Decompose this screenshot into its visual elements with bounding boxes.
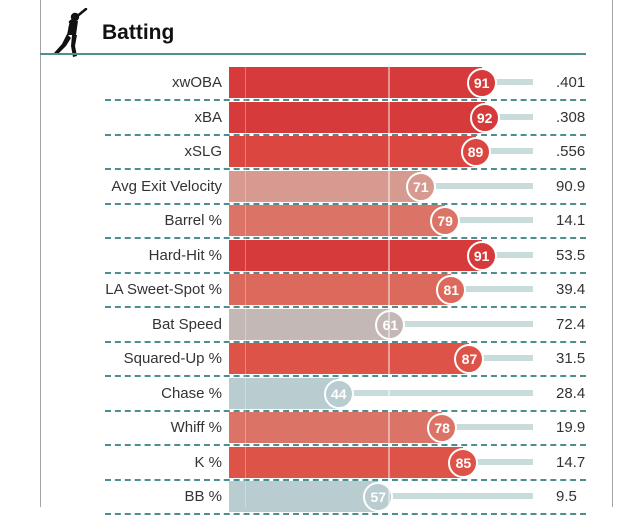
stat-row[interactable]: xwOBA 91 .401 — [0, 67, 624, 101]
percentile-bar — [229, 308, 391, 340]
batter-icon — [54, 8, 88, 57]
stat-row[interactable]: LA Sweet-Spot % 81 39.4 — [0, 274, 624, 308]
percentile-bar — [229, 446, 464, 478]
percentile-track — [378, 493, 533, 499]
right-border — [612, 0, 613, 507]
stat-label: Bat Speed — [151, 315, 222, 333]
stat-label: Chase % — [161, 384, 222, 402]
row-divider — [105, 168, 586, 170]
percentile-bar — [229, 481, 379, 512]
percentile-track — [481, 251, 533, 258]
stat-value: 19.9 — [556, 419, 586, 436]
row-divider — [105, 99, 586, 101]
percentile-bar — [229, 205, 446, 236]
row-divider — [105, 202, 586, 205]
stat-row[interactable]: Barrel % 79 14.1 — [0, 205, 624, 239]
grid-line-mid — [388, 67, 390, 507]
percentile-badge: 79 — [430, 206, 461, 236]
row-divider — [105, 409, 586, 412]
percentile-bar — [229, 343, 470, 374]
stat-label: Whiff % — [170, 419, 222, 436]
percentile-badge: 81 — [436, 275, 467, 305]
percentile-badge: 91 — [466, 68, 497, 98]
header-rule — [40, 53, 586, 55]
row-divider — [105, 271, 586, 274]
stat-value: 28.4 — [556, 384, 586, 402]
stat-row[interactable]: Chase % 44 28.4 — [0, 377, 624, 412]
percentile-track — [338, 389, 533, 396]
percentile-track — [481, 79, 533, 85]
percentile-bar — [229, 101, 485, 133]
stat-label: xBA — [194, 108, 222, 126]
stat-label: K % — [194, 453, 222, 471]
percentile-badge: 71 — [405, 171, 436, 202]
stat-value: .308 — [556, 108, 586, 126]
percentile-badge: 61 — [375, 309, 406, 340]
stat-label: xwOBA — [171, 74, 222, 91]
stat-value: 14.1 — [556, 212, 586, 229]
percentile-bar — [229, 67, 482, 98]
stat-row[interactable]: Whiff % 78 19.9 — [0, 412, 624, 446]
percentile-track — [463, 458, 533, 465]
section-title: Batting — [102, 21, 175, 44]
stat-label: Avg Exit Velocity — [111, 177, 222, 195]
percentile-bar — [229, 136, 476, 167]
percentile-badge: 89 — [460, 137, 491, 167]
section-header: Batting — [40, 0, 586, 60]
stat-label: Hard-Hit % — [148, 246, 222, 264]
percentile-track — [484, 113, 533, 120]
percentile-bar — [229, 274, 452, 305]
stat-value: 9.5 — [556, 488, 577, 505]
grid-line-low — [245, 67, 246, 507]
percentile-bar — [229, 377, 339, 409]
percentile-badge: 44 — [323, 378, 354, 409]
percentile-track — [442, 424, 533, 430]
stat-value: 39.4 — [556, 281, 586, 298]
stat-label: xSLG — [184, 143, 222, 160]
stat-value: 90.9 — [556, 177, 586, 195]
percentile-bar — [229, 239, 482, 271]
stat-value: .556 — [556, 143, 586, 160]
stat-label: LA Sweet-Spot % — [105, 281, 222, 298]
percentile-bar — [229, 170, 421, 202]
percentile-bar — [229, 412, 443, 443]
stat-row[interactable]: Hard-Hit % 91 53.5 — [0, 239, 624, 274]
stat-value: 53.5 — [556, 246, 586, 264]
percentile-track — [390, 320, 533, 327]
stat-row[interactable]: Avg Exit Velocity 71 90.9 — [0, 170, 624, 205]
percentile-badge: 92 — [469, 102, 500, 133]
stat-value: 14.7 — [556, 453, 586, 471]
row-divider — [105, 340, 586, 343]
left-border — [40, 0, 41, 507]
stat-row[interactable]: xBA 92 .308 — [0, 101, 624, 136]
percentile-badge: 87 — [454, 344, 485, 374]
row-divider — [105, 306, 586, 308]
stat-row[interactable]: Squared-Up % 87 31.5 — [0, 343, 624, 377]
row-divider — [105, 375, 586, 377]
stat-value: 31.5 — [556, 350, 586, 367]
row-divider — [105, 133, 586, 136]
percentile-badge: 91 — [466, 240, 497, 271]
percentile-track — [475, 148, 533, 154]
stat-row[interactable]: Bat Speed 61 72.4 — [0, 308, 624, 343]
percentile-badge: 85 — [448, 447, 479, 478]
stat-row[interactable]: BB % 57 9.5 — [0, 481, 624, 515]
percentile-track — [445, 217, 533, 223]
stat-row[interactable]: K % 85 14.7 — [0, 446, 624, 481]
row-divider — [105, 444, 586, 446]
stat-value: .401 — [556, 74, 586, 91]
percentile-track — [420, 182, 533, 189]
stat-label: BB % — [184, 488, 222, 505]
stat-label: Barrel % — [164, 212, 222, 229]
row-divider — [105, 237, 586, 239]
stat-value: 72.4 — [556, 315, 586, 333]
stat-row[interactable]: xSLG 89 .556 — [0, 136, 624, 170]
stat-label: Squared-Up % — [123, 350, 222, 367]
percentile-badge: 78 — [427, 413, 458, 443]
row-divider — [105, 478, 586, 481]
percentile-track — [451, 286, 533, 292]
percentile-track — [469, 355, 533, 361]
